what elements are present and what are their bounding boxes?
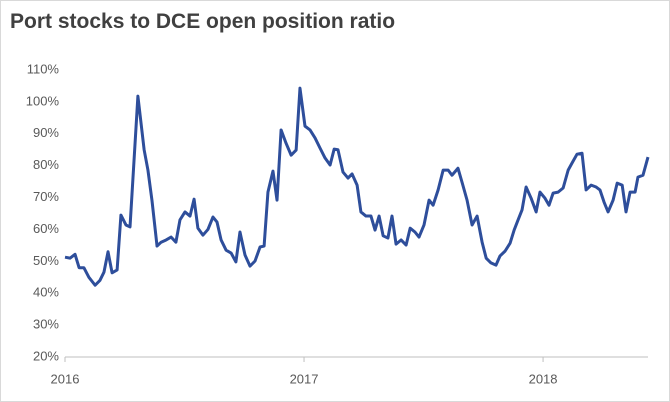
x-tick-label: 2016 <box>51 371 80 386</box>
y-tick-label: 60% <box>33 221 59 236</box>
y-tick-label: 30% <box>33 317 59 332</box>
y-tick-label: 90% <box>33 125 59 140</box>
y-tick-label: 110% <box>27 61 60 76</box>
y-tick-label: 70% <box>33 189 59 204</box>
data-line <box>64 86 650 287</box>
y-tick-label: 50% <box>33 253 59 268</box>
y-tick-label: 80% <box>33 157 59 172</box>
x-tick-label: 2017 <box>290 371 319 386</box>
y-tick-label: 40% <box>33 285 59 300</box>
y-tick-label: 20% <box>33 348 59 363</box>
x-tick-label: 2018 <box>529 371 558 386</box>
chart-title: Port stocks to DCE open position ratio <box>10 10 395 33</box>
y-tick-label: 100% <box>26 93 60 108</box>
